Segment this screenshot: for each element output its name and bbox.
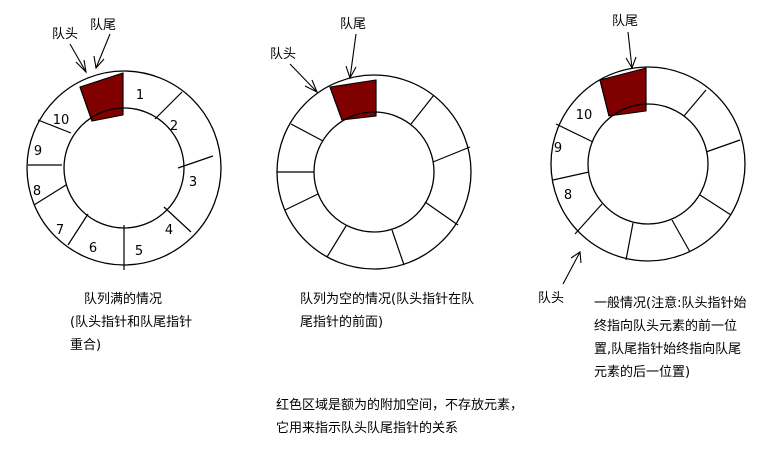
slot-dividers xyxy=(28,73,214,270)
slot-labels: 1 2 3 4 5 6 7 8 9 10 xyxy=(33,88,197,259)
slot-dividers xyxy=(552,68,741,261)
slot-labels: 10 9 8 xyxy=(554,108,592,203)
caption-full-queue: 队列满的情况 (队头指针和队尾指针 重合) xyxy=(70,288,192,357)
slot-label-10: 10 xyxy=(53,113,70,128)
tail-pointer-arrow xyxy=(93,33,111,70)
slot-label-8: 8 xyxy=(33,184,41,199)
caption-line: 队列满的情况 xyxy=(84,292,163,307)
reserved-slot-note: 红色区域是额为的附加空间，不存放元素， 它用来指示队头队尾指针的关系 xyxy=(276,394,523,440)
caption-line: 重合) xyxy=(70,338,102,353)
slot-dividers xyxy=(277,80,471,266)
diagram-general-case: 10 9 8 队尾 队头 xyxy=(538,14,746,306)
caption-line: 尾指针的前面) xyxy=(300,315,384,330)
diagram-full-queue: 1 2 3 4 5 6 7 8 9 10 队头 队尾 xyxy=(26,18,222,270)
slot-label-7: 7 xyxy=(56,223,64,238)
tail-label: 队尾 xyxy=(340,17,366,32)
head-label: 队头 xyxy=(52,27,78,42)
slot-label-9: 9 xyxy=(554,141,562,156)
slot-label-9: 9 xyxy=(34,144,42,159)
tail-pointer-arrow xyxy=(625,31,637,70)
tail-pointer-arrow xyxy=(345,33,357,80)
caption-general-case: 一般情况(注意:队头指针始 终指向队头元素的前一位 置,队尾指针始终指向队尾 元… xyxy=(594,292,746,384)
slot-label-8: 8 xyxy=(564,188,572,203)
tail-label: 队尾 xyxy=(612,14,638,29)
slot-label-10: 10 xyxy=(576,108,593,123)
caption-line: 一般情况(注意:队头指针始 xyxy=(594,296,747,311)
ring-inner xyxy=(313,111,435,233)
caption-line: (队头指针和队尾指针 xyxy=(70,315,193,330)
ring-outer xyxy=(550,66,746,262)
head-pointer-arrow xyxy=(562,251,582,285)
tail-label: 队尾 xyxy=(90,18,116,33)
ring-inner xyxy=(63,107,185,229)
slot-label-3: 3 xyxy=(189,175,197,190)
slot-label-4: 4 xyxy=(165,223,173,238)
caption-line: 队列为空的情况(队头指针在队 xyxy=(300,292,475,307)
head-pointer-arrow xyxy=(289,63,319,94)
caption-line: 置,队尾指针始终指向队尾 xyxy=(594,342,742,357)
caption-line: 终指向队头元素的前一位 xyxy=(594,319,738,334)
slot-label-2: 2 xyxy=(170,119,178,134)
ring-inner xyxy=(587,103,709,225)
head-label: 队头 xyxy=(270,47,296,62)
slot-label-6: 6 xyxy=(89,241,97,256)
caption-line: 元素的后一位置) xyxy=(594,365,691,380)
note-line: 红色区域是额为的附加空间，不存放元素， xyxy=(276,398,524,413)
head-label: 队头 xyxy=(538,291,564,306)
slot-label-1: 1 xyxy=(136,88,144,103)
slot-label-5: 5 xyxy=(135,244,143,259)
caption-empty-queue: 队列为空的情况(队头指针在队 尾指针的前面) xyxy=(300,288,474,334)
reserved-slot xyxy=(79,72,124,122)
head-pointer-arrow xyxy=(69,43,87,74)
diagram-empty-queue: 队头 队尾 xyxy=(270,17,472,270)
note-line: 它用来指示队头队尾指针的关系 xyxy=(276,421,459,436)
reserved-slot xyxy=(329,79,377,121)
